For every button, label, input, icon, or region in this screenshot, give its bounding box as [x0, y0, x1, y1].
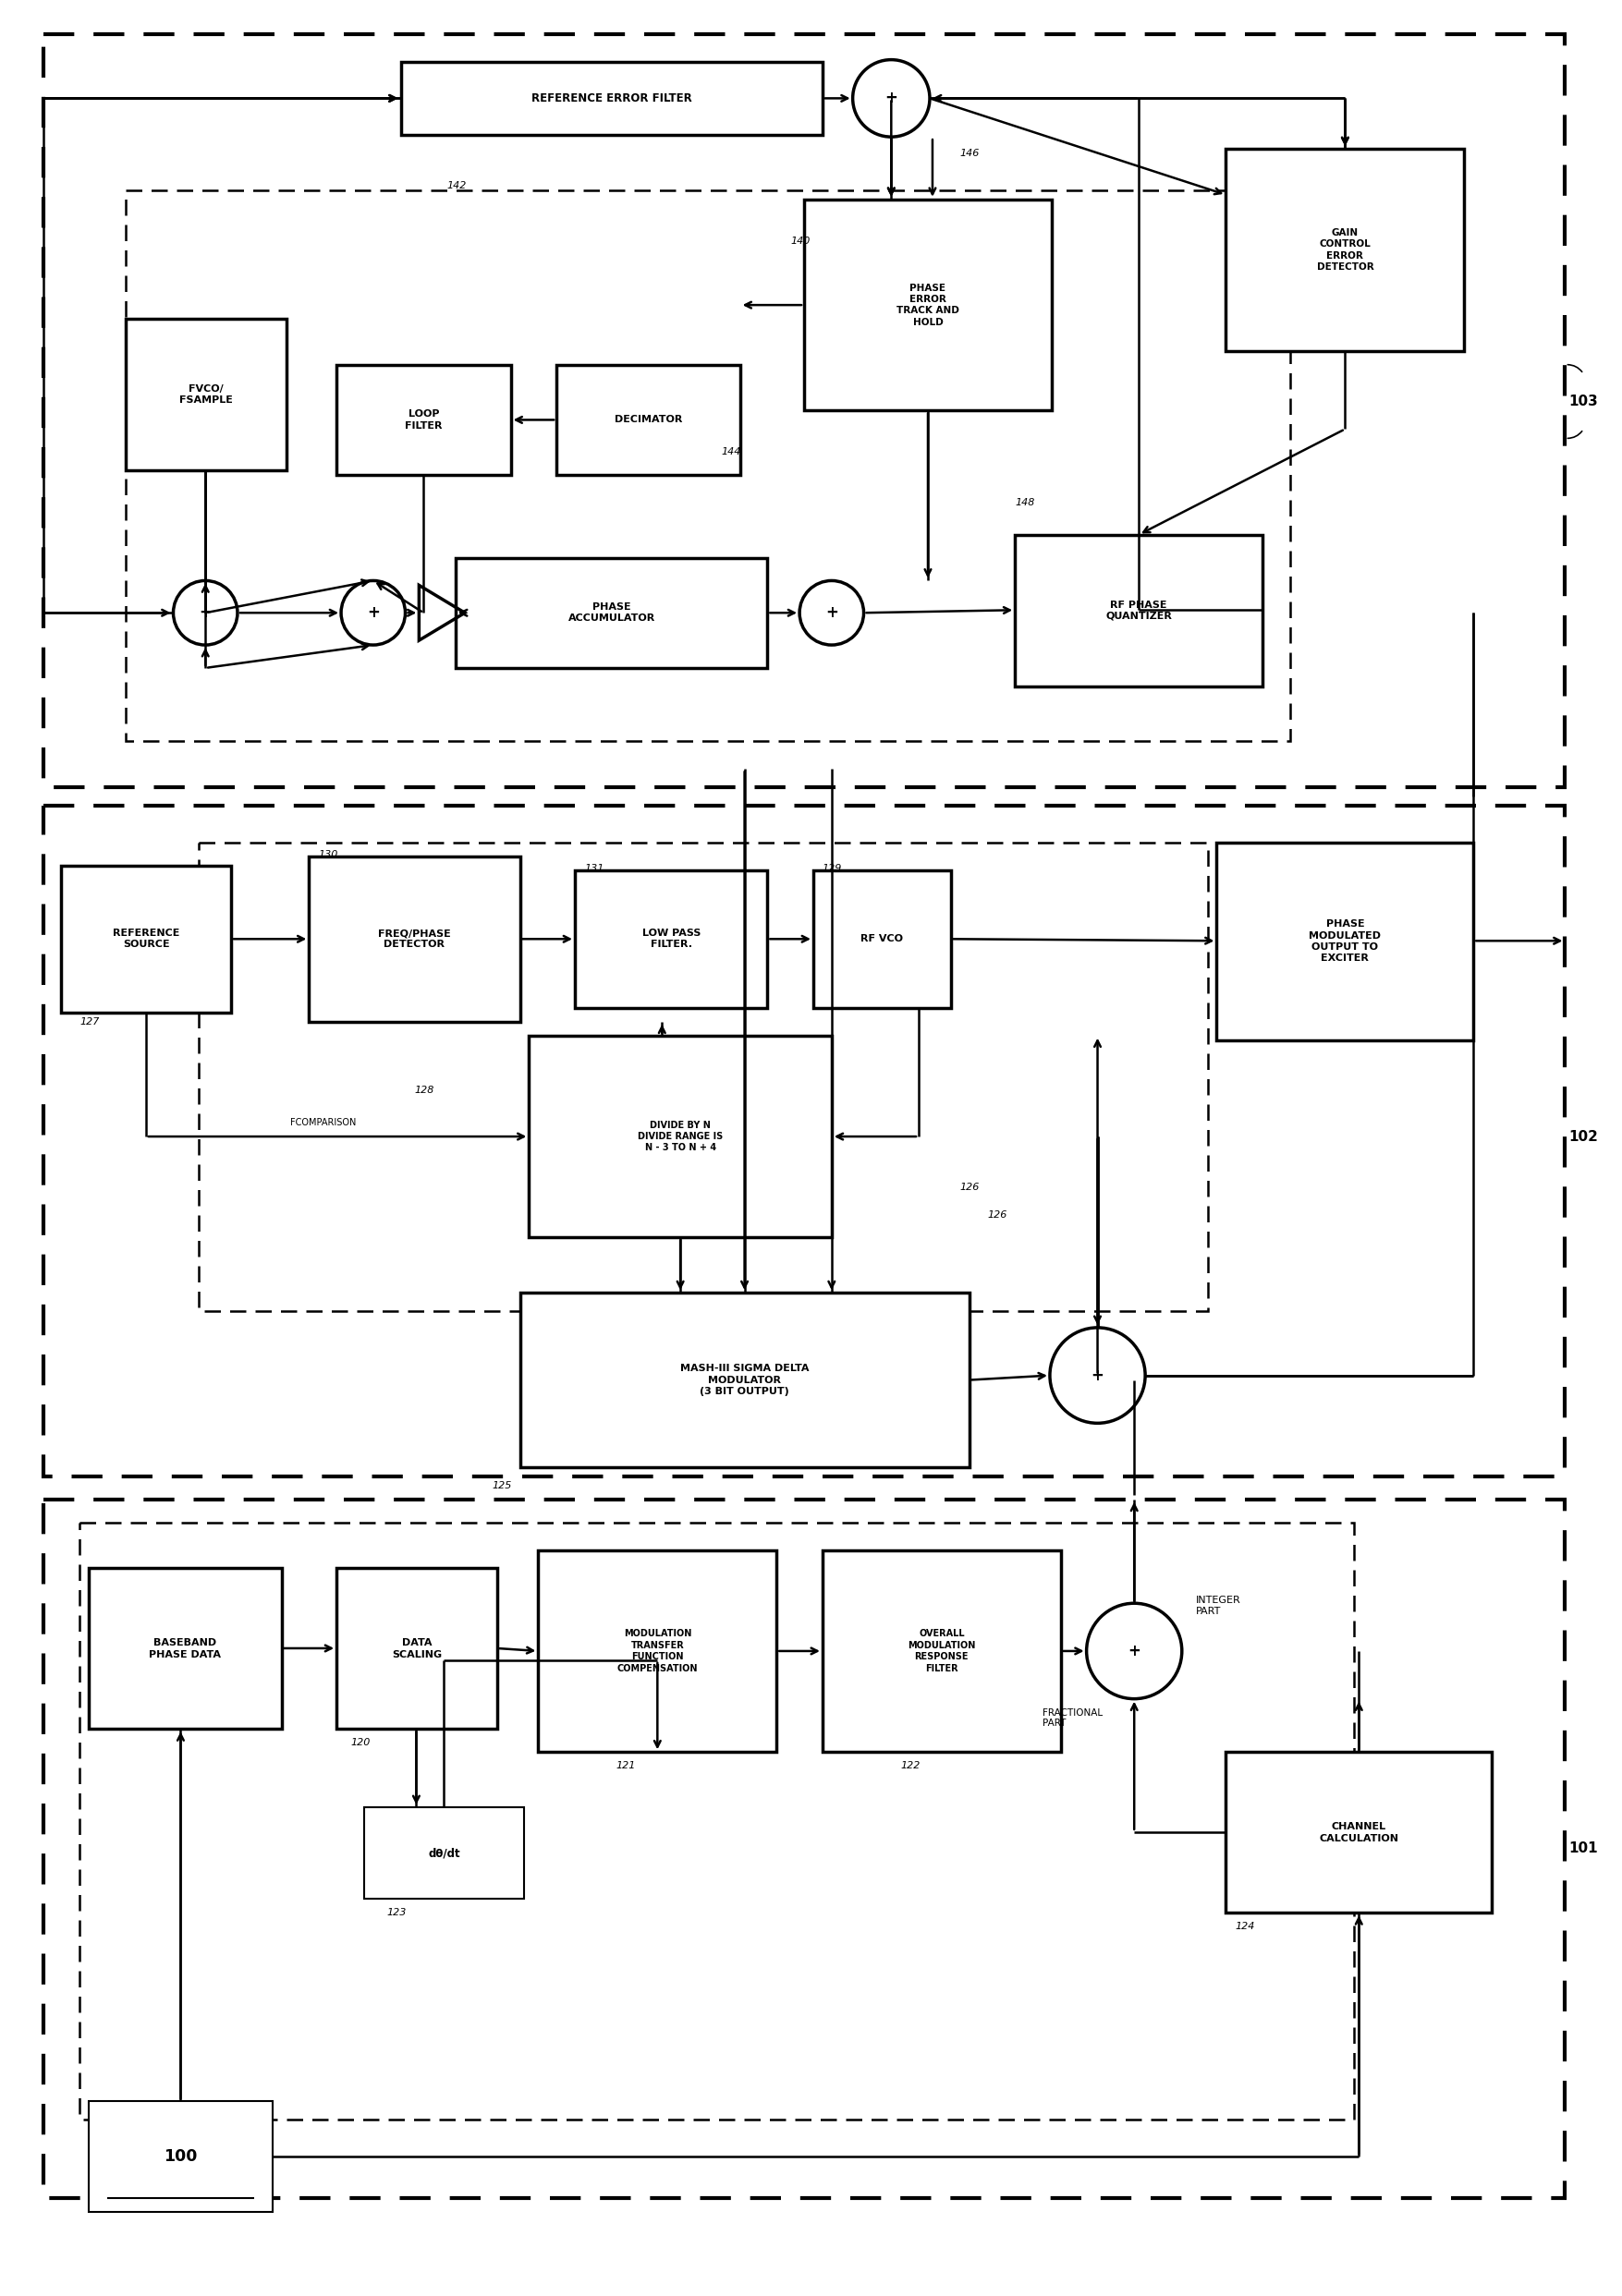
Bar — [1226, 1752, 1492, 1913]
Bar — [200, 843, 1207, 1311]
Text: LOW PASS
FILTER.: LOW PASS FILTER. — [642, 928, 701, 948]
Text: +: + — [200, 604, 212, 622]
Text: +: + — [367, 604, 380, 622]
Text: FVCO/
FSAMPLE: FVCO/ FSAMPLE — [178, 383, 232, 404]
Text: FCOMPARISON: FCOMPARISON — [290, 1118, 357, 1127]
Text: +: + — [886, 90, 897, 106]
Bar — [125, 319, 285, 471]
Bar — [539, 1550, 777, 1752]
Text: GAIN
CONTROL
ERROR
DETECTOR: GAIN CONTROL ERROR DETECTOR — [1317, 227, 1374, 271]
Text: 100: 100 — [164, 2149, 198, 2165]
Text: LOOP
FILTER: LOOP FILTER — [406, 409, 443, 429]
Bar — [556, 365, 740, 475]
Bar — [1015, 535, 1262, 687]
Text: 126: 126 — [988, 1210, 1007, 1219]
Text: 144: 144 — [722, 448, 741, 457]
Bar — [813, 870, 950, 1008]
Text: 121: 121 — [616, 1761, 636, 1770]
Bar — [89, 2101, 272, 2211]
Text: 103: 103 — [1568, 395, 1598, 409]
Text: DECIMATOR: DECIMATOR — [615, 416, 683, 425]
Text: DATA
SCALING: DATA SCALING — [393, 1639, 441, 1660]
Text: 127: 127 — [79, 1017, 99, 1026]
Text: 128: 128 — [415, 1086, 435, 1095]
Text: 140: 140 — [790, 236, 809, 246]
Bar — [89, 1568, 282, 1729]
Text: 122: 122 — [900, 1761, 920, 1770]
Text: dθ/dt: dθ/dt — [428, 1848, 461, 1860]
Bar — [822, 1550, 1061, 1752]
Bar — [310, 856, 521, 1022]
Text: MODULATION
TRANSFER
FUNCTION
COMPENSATION: MODULATION TRANSFER FUNCTION COMPENSATIO… — [616, 1630, 697, 1674]
Bar — [363, 1807, 524, 1899]
Bar — [62, 866, 230, 1013]
Bar — [44, 806, 1565, 1476]
Bar — [1216, 843, 1473, 1040]
Text: +: + — [1127, 1642, 1140, 1660]
Bar — [336, 365, 511, 475]
Text: 130: 130 — [318, 850, 337, 859]
Text: OVERALL
MODULATION
RESPONSE
FILTER: OVERALL MODULATION RESPONSE FILTER — [908, 1630, 975, 1674]
Bar — [401, 62, 822, 135]
Text: FREQ/PHASE
DETECTOR: FREQ/PHASE DETECTOR — [378, 928, 451, 948]
Text: 102: 102 — [1568, 1130, 1598, 1143]
Text: 129: 129 — [822, 863, 842, 872]
Text: 123: 123 — [388, 1908, 407, 1917]
Text: 142: 142 — [446, 181, 466, 191]
Bar — [805, 200, 1051, 411]
Text: 126: 126 — [960, 1182, 980, 1192]
Text: RF VCO: RF VCO — [861, 934, 903, 944]
Text: 125: 125 — [493, 1481, 513, 1490]
Text: PHASE
ERROR
TRACK AND
HOLD: PHASE ERROR TRACK AND HOLD — [897, 282, 959, 326]
Text: 120: 120 — [350, 1738, 370, 1747]
Text: RF PHASE
QUANTIZER: RF PHASE QUANTIZER — [1106, 599, 1173, 620]
Bar — [529, 1035, 832, 1238]
Bar — [44, 1499, 1565, 2197]
Text: 148: 148 — [1015, 498, 1035, 507]
Text: DIVIDE BY N
DIVIDE RANGE IS
N - 3 TO N + 4: DIVIDE BY N DIVIDE RANGE IS N - 3 TO N +… — [637, 1120, 723, 1153]
Text: REFERENCE
SOURCE: REFERENCE SOURCE — [114, 928, 180, 948]
Text: 101: 101 — [1568, 1841, 1598, 1855]
Text: 146: 146 — [960, 149, 980, 158]
Text: FRACTIONAL
PART: FRACTIONAL PART — [1043, 1708, 1103, 1729]
Bar — [125, 191, 1289, 742]
Bar — [44, 34, 1565, 788]
Bar — [574, 870, 767, 1008]
Bar — [79, 1522, 1354, 2119]
Text: REFERENCE ERROR FILTER: REFERENCE ERROR FILTER — [532, 92, 693, 103]
Text: MASH-III SIGMA DELTA
MODULATOR
(3 BIT OUTPUT): MASH-III SIGMA DELTA MODULATOR (3 BIT OU… — [680, 1364, 809, 1396]
Text: 124: 124 — [1234, 1922, 1255, 1931]
Text: PHASE
MODULATED
OUTPUT TO
EXCITER: PHASE MODULATED OUTPUT TO EXCITER — [1309, 918, 1382, 962]
Text: 131: 131 — [584, 863, 603, 872]
Bar — [1226, 149, 1465, 351]
Text: BASEBAND
PHASE DATA: BASEBAND PHASE DATA — [149, 1639, 221, 1660]
Text: CHANNEL
CALCULATION: CHANNEL CALCULATION — [1319, 1823, 1398, 1844]
Bar — [456, 558, 767, 668]
Bar — [336, 1568, 496, 1729]
Text: PHASE
ACCUMULATOR: PHASE ACCUMULATOR — [568, 602, 655, 622]
Text: INTEGER
PART: INTEGER PART — [1195, 1596, 1241, 1616]
Bar — [521, 1293, 970, 1467]
Text: +: + — [826, 604, 839, 622]
Text: +: + — [1092, 1366, 1105, 1384]
